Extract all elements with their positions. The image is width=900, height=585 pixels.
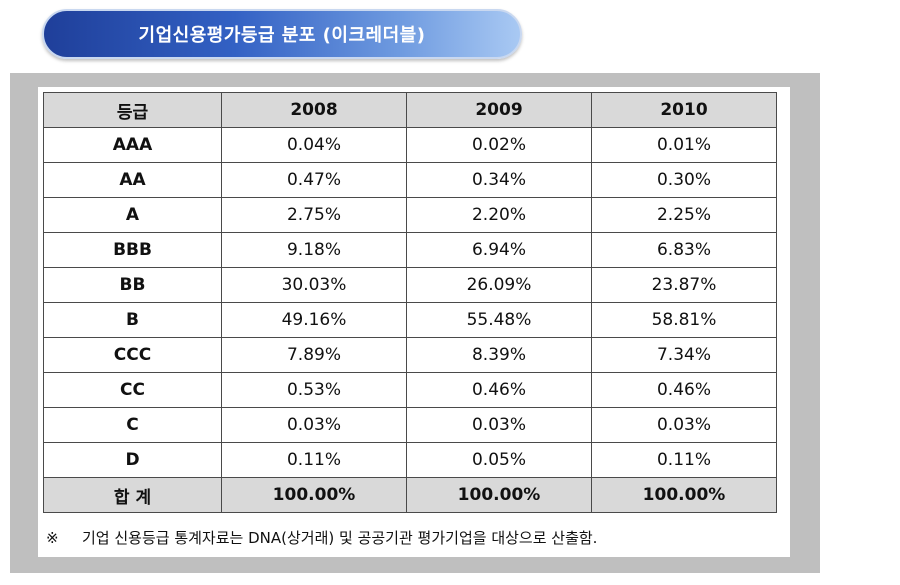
value-cell: 49.16% [221,302,407,338]
grade-cell: BBB [43,232,222,268]
table-row: BBB 9.18% 6.94% 6.83% [43,232,777,268]
value-cell: 55.48% [406,302,592,338]
page-title: 기업신용평가등급 분포 (이크레더블) [138,25,426,46]
header-2009: 2009 [406,92,592,128]
value-cell: 0.03% [221,407,407,443]
value-cell: 0.02% [406,127,592,163]
value-cell: 0.01% [591,127,777,163]
total-row: 합 계 100.00% 100.00% 100.00% [43,477,777,513]
grade-distribution-table: 등급 2008 2009 2010 AAA 0.04% 0.02% 0.01% … [43,92,777,513]
value-cell: 30.03% [221,267,407,303]
value-cell: 9.18% [221,232,407,268]
value-cell: 0.05% [406,442,592,478]
title-banner: 기업신용평가등급 분포 (이크레더블) [42,9,522,59]
table-row: CC 0.53% 0.46% 0.46% [43,372,777,408]
grade-cell: BB [43,267,222,303]
value-cell: 0.03% [591,407,777,443]
value-cell: 26.09% [406,267,592,303]
table-header-row: 등급 2008 2009 2010 [43,92,777,128]
value-cell: 6.94% [406,232,592,268]
table-row: AA 0.47% 0.34% 0.30% [43,162,777,198]
grade-cell: CC [43,372,222,408]
reference-mark: ※ [46,529,59,547]
grade-cell: C [43,407,222,443]
value-cell: 23.87% [591,267,777,303]
value-cell: 0.47% [221,162,407,198]
total-label: 합 계 [43,477,222,513]
value-cell: 58.81% [591,302,777,338]
value-cell: 6.83% [591,232,777,268]
header-2010: 2010 [591,92,777,128]
header-grade: 등급 [43,92,222,128]
table-row: C 0.03% 0.03% 0.03% [43,407,777,443]
value-cell: 0.11% [591,442,777,478]
table-row: BB 30.03% 26.09% 23.87% [43,267,777,303]
value-cell: 2.75% [221,197,407,233]
table-row: B 49.16% 55.48% 58.81% [43,302,777,338]
grade-cell: A [43,197,222,233]
value-cell: 7.89% [221,337,407,373]
table-row: D 0.11% 0.05% 0.11% [43,442,777,478]
value-cell: 0.03% [406,407,592,443]
value-cell: 0.46% [406,372,592,408]
total-2010: 100.00% [591,477,777,513]
value-cell: 0.53% [221,372,407,408]
grade-cell: CCC [43,337,222,373]
value-cell: 2.20% [406,197,592,233]
table-row: A 2.75% 2.20% 2.25% [43,197,777,233]
value-cell: 0.46% [591,372,777,408]
table-row: CCC 7.89% 8.39% 7.34% [43,337,777,373]
total-2009: 100.00% [406,477,592,513]
value-cell: 2.25% [591,197,777,233]
footnote: ※ 기업 신용등급 통계자료는 DNA(상거래) 및 공공기관 평가기업을 대상으… [46,527,597,548]
value-cell: 0.11% [221,442,407,478]
grade-cell: AA [43,162,222,198]
grade-cell: D [43,442,222,478]
value-cell: 0.34% [406,162,592,198]
value-cell: 8.39% [406,337,592,373]
grade-cell: AAA [43,127,222,163]
grade-cell: B [43,302,222,338]
total-2008: 100.00% [221,477,407,513]
table-row: AAA 0.04% 0.02% 0.01% [43,127,777,163]
footnote-text: 기업 신용등급 통계자료는 DNA(상거래) 및 공공기관 평가기업을 대상으로… [82,529,598,547]
header-2008: 2008 [221,92,407,128]
value-cell: 0.04% [221,127,407,163]
value-cell: 7.34% [591,337,777,373]
value-cell: 0.30% [591,162,777,198]
